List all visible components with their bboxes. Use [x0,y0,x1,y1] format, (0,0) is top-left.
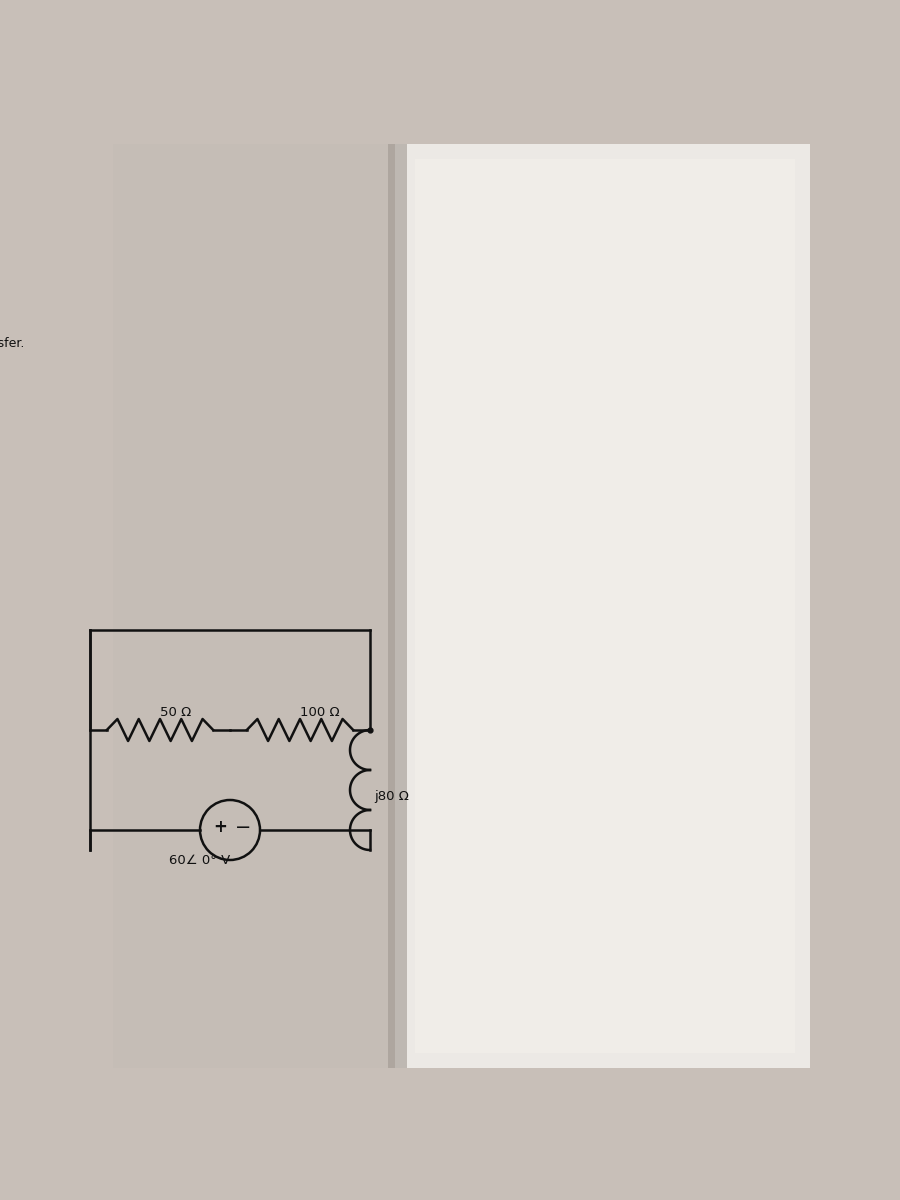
Text: 100 Ω: 100 Ω [300,706,339,719]
Text: transfer.: transfer. [0,337,25,350]
Text: 50 Ω: 50 Ω [160,706,191,719]
Text: j80 Ω: j80 Ω [374,790,410,803]
Bar [415,160,795,1052]
Text: +: + [213,818,227,836]
Bar [395,144,810,1068]
Text: 60∠ 0° V: 60∠ 0° V [169,853,230,866]
Bar [388,144,407,1068]
Text: −: − [235,817,251,836]
